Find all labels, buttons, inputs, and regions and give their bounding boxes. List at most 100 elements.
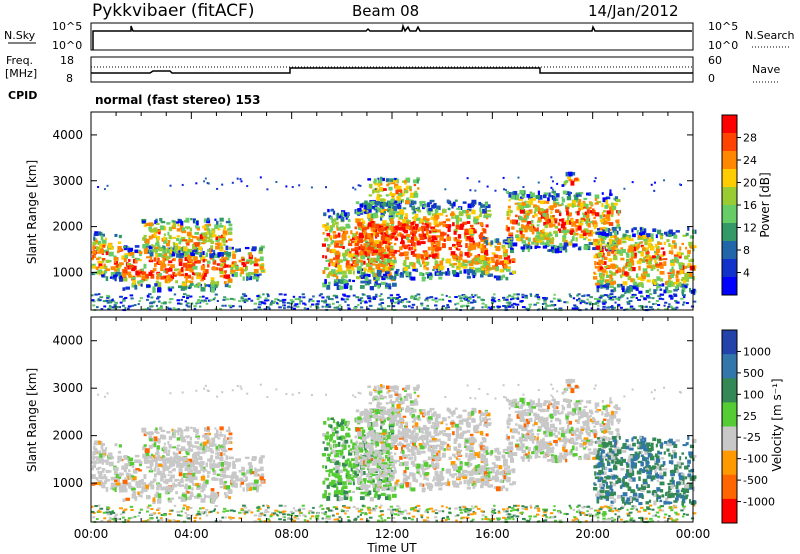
power-echo-cell — [616, 219, 620, 224]
power-echo-cell — [451, 216, 455, 219]
power-echo-cell — [200, 283, 203, 287]
velocity-echo-cell — [632, 507, 636, 510]
power-echo-cell — [361, 272, 365, 275]
power-echo-cell — [377, 207, 380, 211]
power-echo-cell — [400, 301, 404, 304]
power-echo-cell — [228, 304, 232, 307]
velocity-echo-cell — [374, 507, 378, 510]
velocity-echo-cell — [578, 511, 582, 514]
power-echo-cell — [378, 303, 382, 306]
power-echo-cell — [520, 237, 524, 241]
power-echo-cell — [122, 287, 126, 291]
power-echo-cell — [202, 238, 207, 243]
velocity-echo-cell — [134, 495, 138, 501]
velocity-echo-cell — [448, 507, 451, 510]
velocity-echo-cell — [108, 516, 112, 519]
power-echo-cell — [479, 211, 483, 215]
power-echo-cell — [377, 248, 381, 253]
power-echo-cell — [133, 280, 137, 283]
power-echo-cell — [342, 230, 346, 234]
power-echo-cell — [357, 303, 360, 306]
power-echo-cell — [167, 286, 171, 291]
power-echo-cell — [282, 304, 285, 307]
power-echo-cell — [397, 194, 403, 198]
power-echo-cell — [374, 245, 377, 250]
power-echo-cell — [146, 245, 150, 249]
power-echo-cell — [302, 302, 306, 305]
velocity-echo-cell — [633, 505, 637, 508]
power-echo-cell — [323, 301, 327, 304]
power-echo-cell — [124, 307, 127, 310]
power-echo-cell — [130, 264, 135, 267]
velocity-echo-cell — [166, 518, 169, 521]
power-echo-cell — [155, 218, 158, 222]
power-echo-cell — [134, 245, 140, 248]
power-echo-cell — [612, 296, 615, 299]
velocity-echo-cell — [513, 504, 517, 507]
power-echo-cell — [421, 225, 426, 228]
power-echo-cell — [92, 241, 97, 246]
power-echo-cell — [185, 279, 188, 283]
power-echo-cell — [603, 217, 608, 222]
freq-left-tick-top: 18 — [60, 54, 74, 67]
velocity-echo-cell — [598, 508, 603, 511]
velocity-echo-cell — [301, 504, 305, 507]
power-echo-cell — [219, 270, 225, 275]
power-echo-cell — [413, 216, 418, 222]
power-echo-cell — [486, 258, 491, 261]
velocity-echo-cell — [243, 506, 248, 509]
power-echo-cell — [487, 209, 492, 212]
power-echo-cell — [647, 296, 651, 299]
power-echo-cell — [205, 252, 209, 258]
power-echo-cell — [245, 272, 250, 276]
power-echo-cell — [231, 181, 234, 184]
power-echo-cell — [472, 295, 475, 298]
power-echo-cell — [385, 178, 390, 182]
power-echo-cell — [680, 262, 685, 266]
power-echo-cell — [342, 270, 347, 275]
power-echo-cell — [203, 299, 207, 302]
velocity-echo-cell — [140, 479, 144, 485]
power-echo-cell — [378, 251, 382, 256]
power-echo-cell — [367, 249, 372, 254]
power-echo-cell — [258, 308, 263, 311]
velocity-echo-cell — [315, 518, 320, 521]
power-echo-cell — [583, 302, 587, 305]
power-echo-cell — [422, 307, 427, 310]
power-echo-cell — [185, 251, 189, 255]
power-echo-cell — [267, 293, 270, 296]
velocity-echo-cell — [576, 505, 579, 508]
power-echo-cell — [628, 285, 632, 291]
velocity-echo-cell — [645, 517, 648, 520]
power-echo-cell — [673, 234, 678, 239]
velocity-echo-cell — [222, 475, 225, 479]
velocity-echo-cell — [481, 514, 485, 517]
power-echo-cell — [260, 245, 265, 249]
velocity-echo-cell — [359, 513, 362, 516]
power-echo-cell — [392, 276, 397, 281]
power-echo-cell — [580, 230, 586, 233]
velocity-echo-cell — [153, 473, 157, 478]
velocity-echo-cell — [596, 512, 601, 515]
power-echo-cell — [604, 233, 609, 237]
power-echo-cell — [499, 260, 504, 265]
power-echo-cell — [685, 232, 689, 236]
velocity-echo-cell — [528, 515, 533, 518]
power-echo-cell — [170, 246, 173, 250]
power-echo-cell — [207, 229, 211, 234]
power-echo-cell — [576, 210, 580, 216]
power-echo-cell — [203, 180, 206, 183]
power-echo-cell — [354, 226, 357, 230]
power-echo-cell — [173, 257, 176, 262]
power-echo-cell — [534, 236, 538, 241]
velocity-echo-cell — [151, 513, 155, 516]
power-echo-cell — [375, 293, 378, 296]
power-echo-cell — [148, 259, 154, 263]
power-echo-cell — [156, 272, 160, 277]
velocity-echo-cell — [629, 517, 634, 520]
power-echo-cell — [114, 269, 118, 272]
velocity-echo-cell — [321, 517, 324, 520]
power-echo-cell — [459, 270, 462, 274]
power-echo-cell — [156, 261, 159, 265]
power-echo-cell — [262, 293, 265, 296]
